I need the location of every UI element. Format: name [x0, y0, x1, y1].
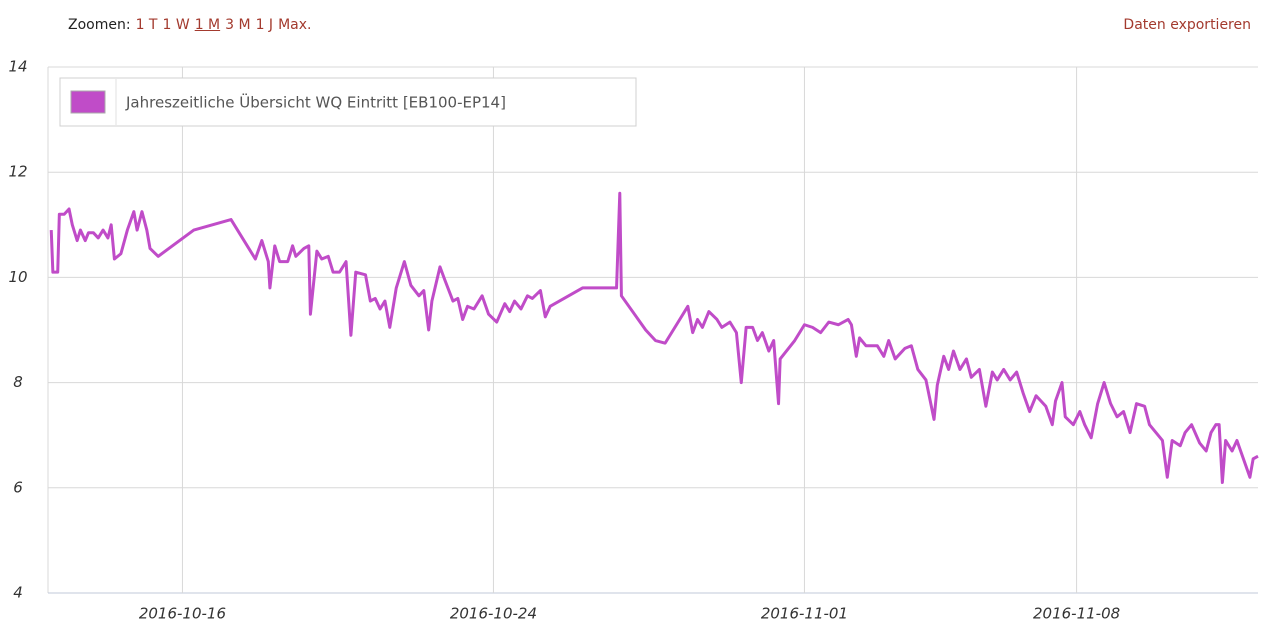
export-link[interactable]: Daten exportieren: [1123, 17, 1251, 33]
zoom-option[interactable]: Max.: [278, 17, 312, 33]
y-tick-label: 14: [8, 58, 27, 76]
y-tick-label: 8: [13, 373, 23, 391]
y-tick-label: 4: [13, 584, 23, 602]
legend-swatch: [70, 90, 106, 114]
zoom-option[interactable]: 1 W: [162, 17, 190, 33]
zoom-option[interactable]: 1 J: [255, 17, 274, 33]
x-tick-label: 2016-10-24: [450, 605, 537, 623]
x-tick-label: 2016-11-01: [761, 605, 848, 623]
zoom-option[interactable]: 1 M: [194, 17, 221, 33]
x-tick-label: 2016-10-16: [139, 605, 226, 623]
y-tick-label: 12: [8, 163, 27, 181]
x-tick-label: 2016-11-08: [1033, 605, 1120, 623]
legend-box: [59, 77, 637, 127]
legend-label: Jahreszeitliche Übersicht WQ Eintritt [E…: [125, 93, 506, 112]
zoom-label: Zoomen:: [68, 17, 131, 33]
zoom-option[interactable]: 1 T: [135, 17, 158, 33]
zoom-option[interactable]: 3 M: [225, 17, 251, 33]
y-tick-label: 6: [13, 478, 23, 496]
legend: Jahreszeitliche Übersicht WQ Eintritt [E…: [59, 77, 637, 127]
y-tick-label: 10: [8, 268, 27, 286]
data-line: [49, 191, 1259, 485]
